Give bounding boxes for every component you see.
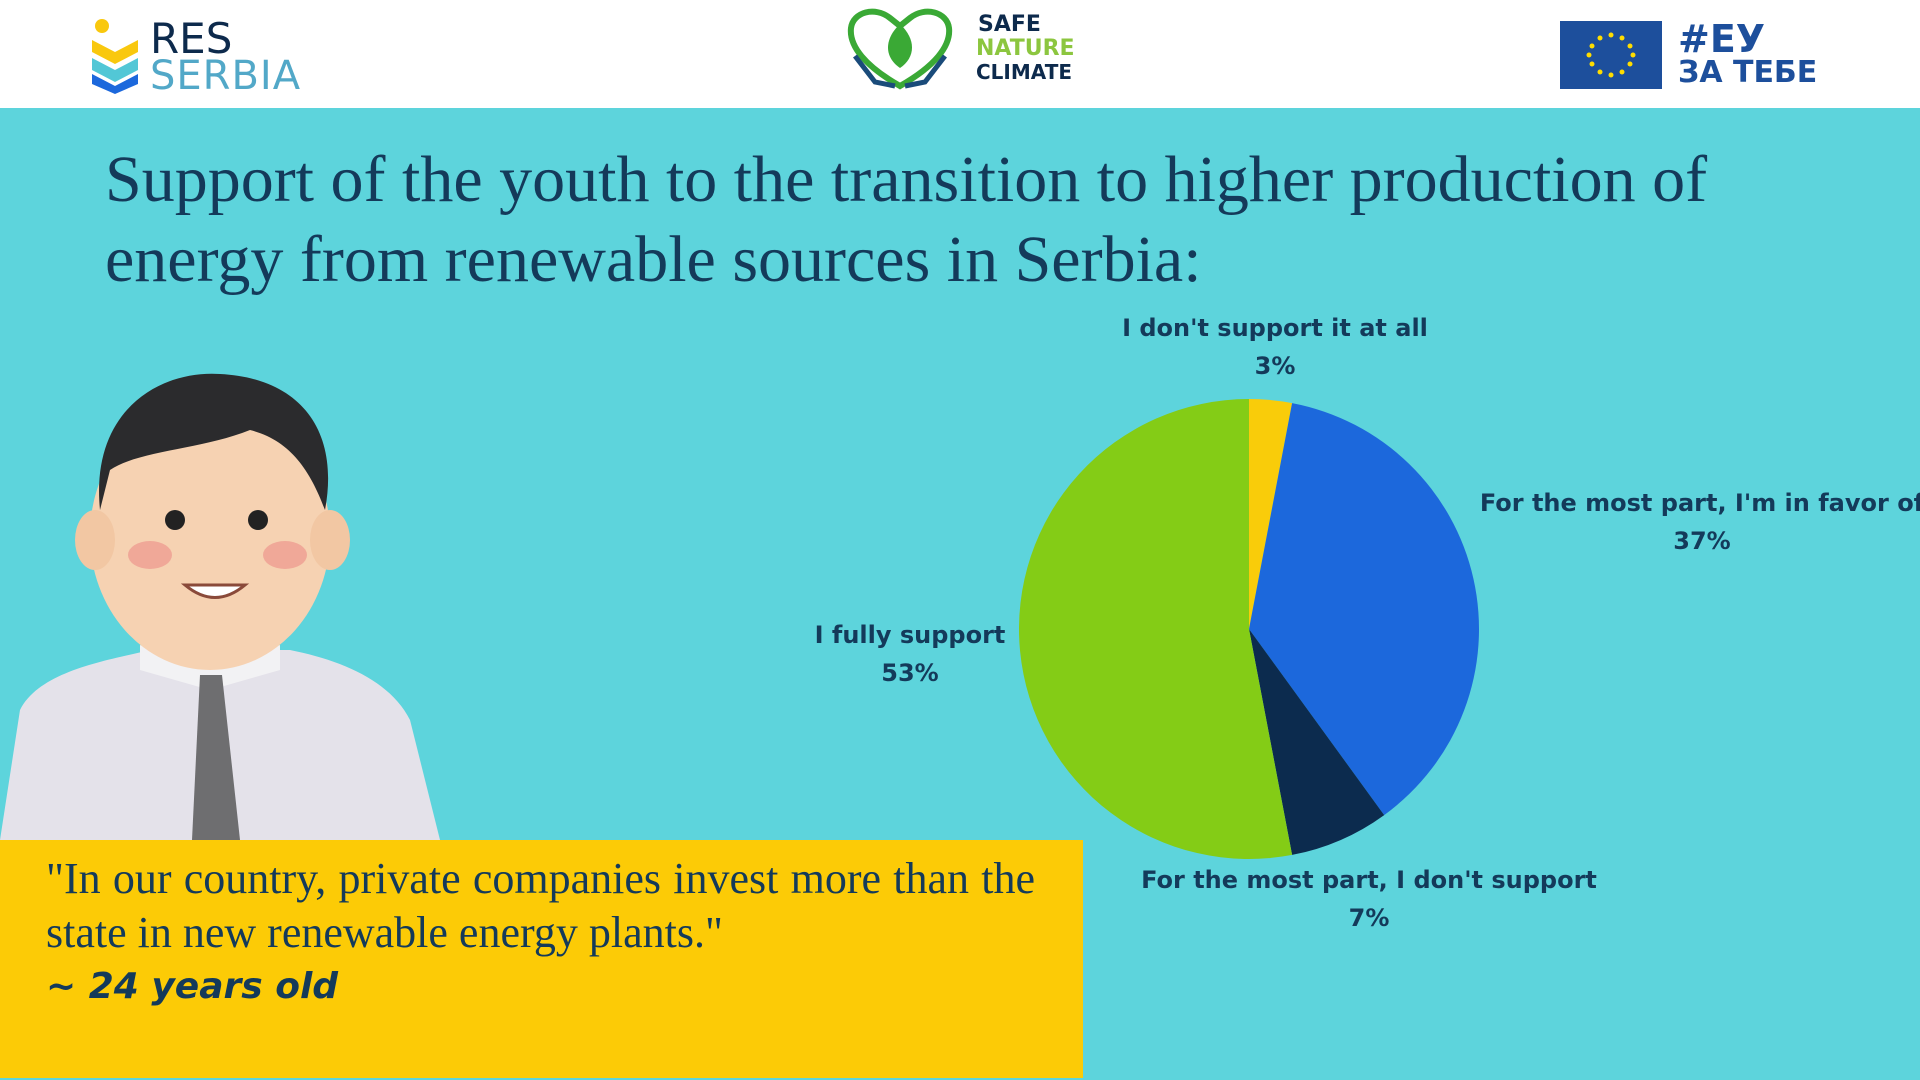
slice-category: For the most part, I'm in favor of <box>1480 489 1920 517</box>
character-illustration <box>0 373 440 840</box>
logo-left-2: SERBIA <box>150 53 302 99</box>
logo-left-1: RES <box>150 14 233 63</box>
quote-box: "In our country, private companies inves… <box>0 840 1083 1078</box>
slice-category: I fully support <box>815 621 1006 649</box>
pie-slice <box>1249 403 1479 816</box>
slice-value: 7% <box>1349 904 1390 932</box>
slice-value: 37% <box>1673 527 1730 555</box>
quote-author: ~ 24 years old <box>46 966 339 1007</box>
logo-center-1: SAFE <box>978 12 1041 37</box>
res-serbia-icon <box>92 19 138 94</box>
chart-title: Support of the youth to the transition t… <box>105 143 1708 296</box>
slice-category: I don't support it at all <box>1122 314 1428 342</box>
eu-flag <box>1560 21 1662 89</box>
pie-slice <box>1249 629 1385 855</box>
logo-right-2: ЗА ТЕБЕ <box>1678 55 1818 90</box>
logo-right-1: #ЕУ <box>1678 17 1766 61</box>
slice-value: 3% <box>1255 352 1296 380</box>
quote-text: "In our country, private companies inves… <box>46 854 1035 957</box>
pie-slice <box>1018 399 1293 859</box>
slice-category: For the most part, I don't support <box>1141 866 1597 894</box>
safe-nature-icon <box>847 8 953 90</box>
logo-center-3: CLIMATE <box>976 60 1072 84</box>
slice-value: 53% <box>881 659 938 687</box>
logo-center-2: NATURE <box>976 36 1075 61</box>
pie-slice <box>1249 399 1293 629</box>
header: RES SERBIA SAFE NATURE CLIMATE #ЕУ ЗА ТЕ… <box>0 0 1920 108</box>
